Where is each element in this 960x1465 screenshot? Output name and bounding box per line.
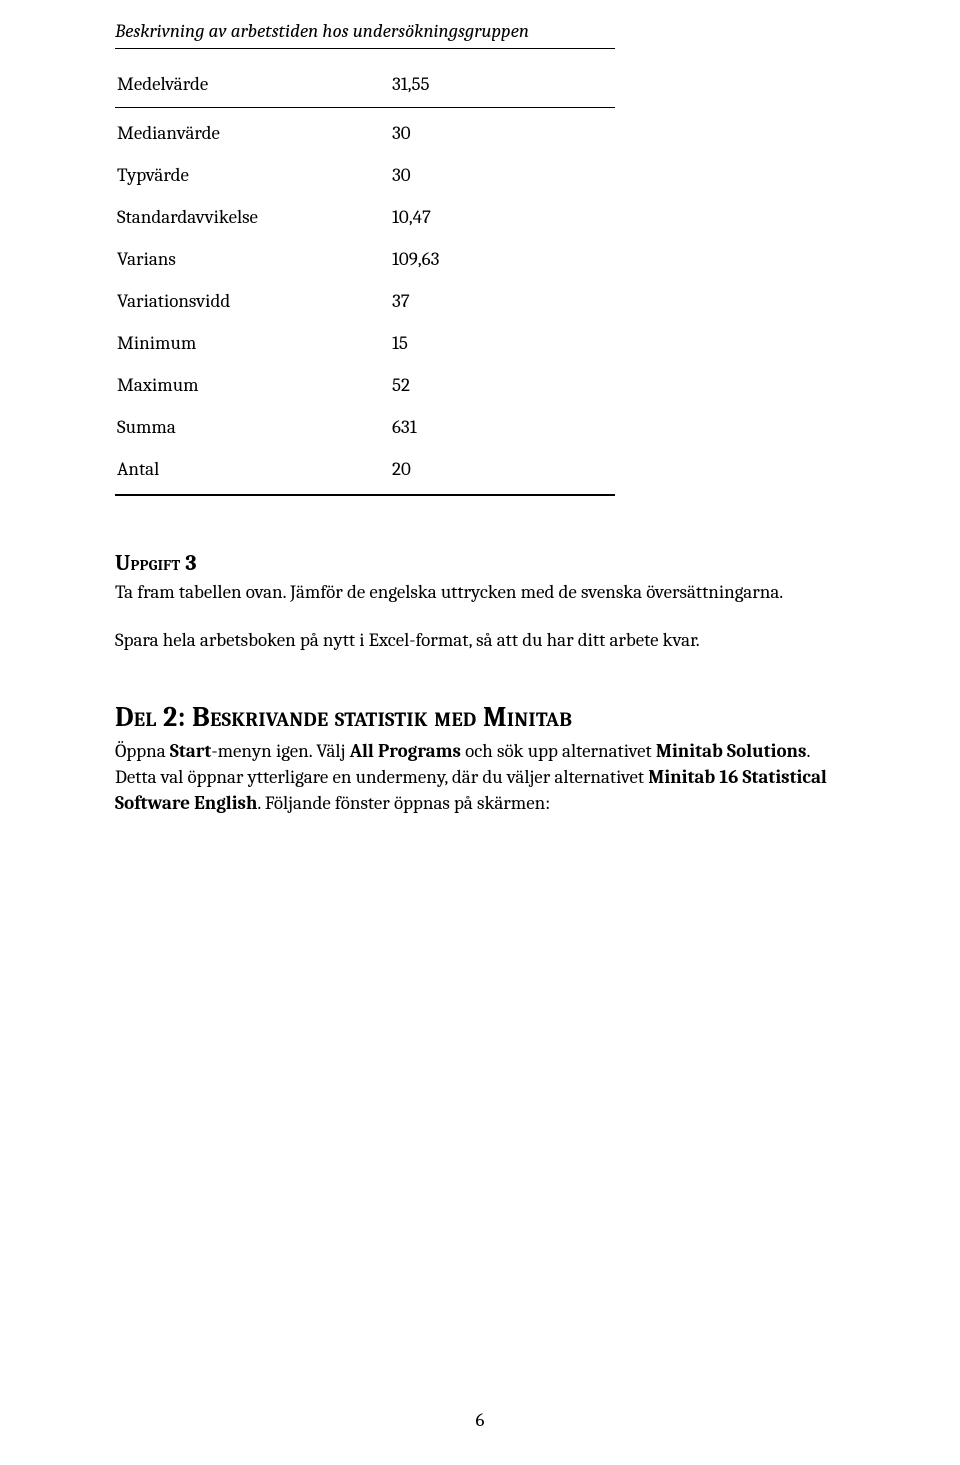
uppgift-paragraph-1: Ta fram tabellen ovan. Jämför de engelsk… xyxy=(115,580,855,606)
stat-label: Variationsvidd xyxy=(115,280,390,322)
text-run: Öppna xyxy=(115,740,170,762)
table-row: Minimum 15 xyxy=(115,322,615,364)
stat-label: Typvärde xyxy=(115,154,390,196)
page-number: 6 xyxy=(0,1409,960,1431)
table-row: Varians 109,63 xyxy=(115,238,615,280)
stat-value: 30 xyxy=(390,108,615,155)
stat-label: Medelvärde xyxy=(115,63,390,108)
stat-value: 30 xyxy=(390,154,615,196)
table-row: Standardavvikelse 10,47 xyxy=(115,196,615,238)
stat-label: Medianvärde xyxy=(115,108,390,155)
table-row: Medelvärde 31,55 xyxy=(115,63,615,108)
stat-value: 37 xyxy=(390,280,615,322)
table-row: Typvärde 30 xyxy=(115,154,615,196)
text-run: och sök upp alternativet xyxy=(461,740,656,762)
stat-value: 52 xyxy=(390,364,615,406)
stat-value: 31,55 xyxy=(390,63,615,108)
uppgift-paragraph-2: Spara hela arbetsboken på nytt i Excel-f… xyxy=(115,628,855,654)
stat-value: 10,47 xyxy=(390,196,615,238)
section-paragraph: Öppna Start-menyn igen. Välj All Program… xyxy=(115,739,855,816)
bold-run: All Programs xyxy=(350,740,461,762)
text-run: -menyn igen. Välj xyxy=(211,740,349,762)
stat-label: Antal xyxy=(115,448,390,495)
table-row: Medianvärde 30 xyxy=(115,108,615,155)
stats-table-container: Beskrivning av arbetstiden hos undersökn… xyxy=(115,20,615,496)
stat-value: 20 xyxy=(390,448,615,495)
stat-label: Varians xyxy=(115,238,390,280)
section-heading: Del 2: Beskrivande statistik med Minitab xyxy=(115,701,855,733)
uppgift-heading: Uppgift 3 xyxy=(115,550,855,576)
uppgift-block: Uppgift 3 Ta fram tabellen ovan. Jämför … xyxy=(115,550,855,653)
table-title: Beskrivning av arbetstiden hos undersökn… xyxy=(115,20,615,49)
stat-label: Summa xyxy=(115,406,390,448)
stat-label: Minimum xyxy=(115,322,390,364)
stat-value: 109,63 xyxy=(390,238,615,280)
stat-label: Standardavvikelse xyxy=(115,196,390,238)
stats-table: Medelvärde 31,55 Medianvärde 30 Typvärde… xyxy=(115,63,615,496)
table-row: Antal 20 xyxy=(115,448,615,495)
stat-value: 631 xyxy=(390,406,615,448)
stat-value: 15 xyxy=(390,322,615,364)
table-row: Summa 631 xyxy=(115,406,615,448)
text-run: . Följande fönster öppnas på skärmen: xyxy=(257,792,550,814)
bold-run: Start xyxy=(170,740,211,762)
table-row: Maximum 52 xyxy=(115,364,615,406)
table-row: Variationsvidd 37 xyxy=(115,280,615,322)
stat-label: Maximum xyxy=(115,364,390,406)
bold-run: Minitab Solutions xyxy=(656,740,807,762)
